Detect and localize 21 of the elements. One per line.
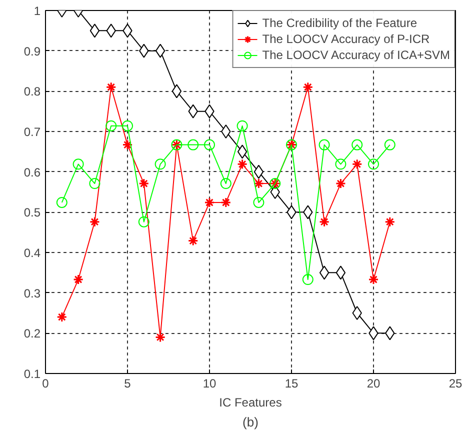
y-tick-label: 0.6 [24, 165, 41, 180]
legend-label: The LOOCV Accuracy of P-ICR [262, 31, 430, 47]
x-tick-label: 10 [202, 376, 216, 390]
y-tick-label: 0.9 [24, 44, 41, 58]
y-tick-label: 1 [34, 4, 41, 18]
y-tick-label: 0.1 [24, 367, 41, 381]
x-tick-label: 15 [284, 376, 298, 390]
y-tick-label: 0.4 [24, 246, 41, 260]
x-tick-label: 25 [448, 376, 462, 390]
text: (b) [242, 414, 258, 430]
x-tick-label: 0 [42, 376, 50, 390]
x-axis-title: IC Features [219, 396, 282, 410]
x-tick-label: 20 [366, 376, 380, 390]
y-tick-label: 0.5 [24, 206, 41, 220]
y-tick-label: 0.7 [24, 125, 41, 139]
y-tick-label: 0.2 [24, 326, 41, 341]
y-tick-label: 0.3 [24, 286, 41, 300]
legend-label: The Credibility of the Feature [262, 15, 418, 31]
legend-label: The LOOCV Accuracy of ICA+SVM [262, 47, 450, 63]
y-tick-label: 0.8 [24, 84, 41, 99]
x-tick-label: 5 [124, 376, 132, 390]
